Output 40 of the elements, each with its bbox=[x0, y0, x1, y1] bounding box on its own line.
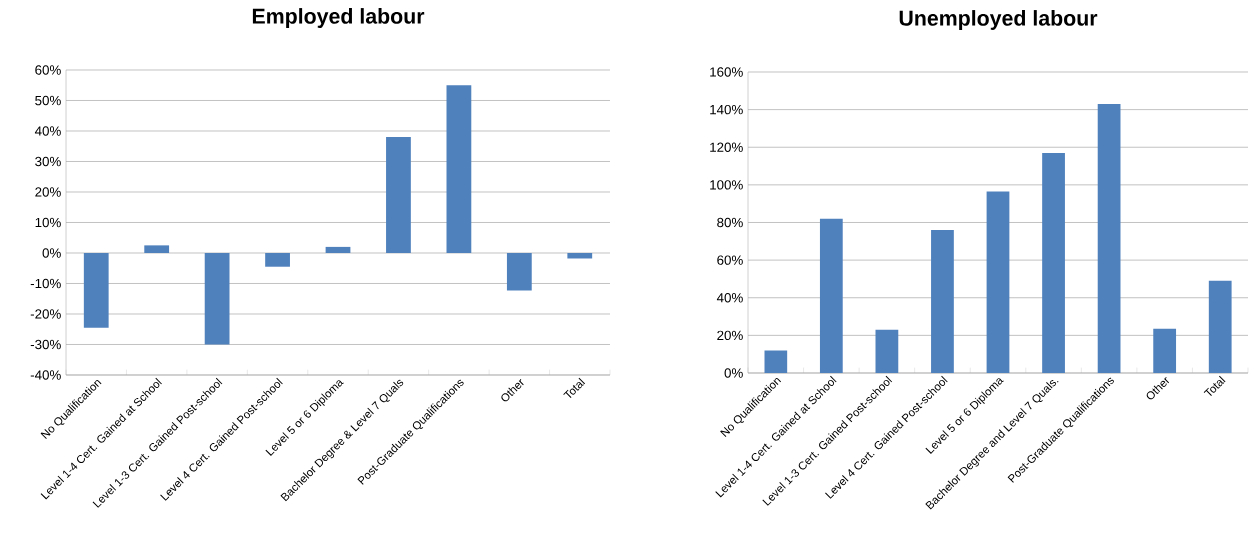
chart-title: Employed labour bbox=[252, 8, 425, 28]
bar bbox=[325, 246, 351, 253]
y-tick-label: 160% bbox=[710, 67, 743, 77]
bar bbox=[386, 137, 411, 253]
bar bbox=[567, 252, 593, 259]
y-tick-label: -10% bbox=[30, 278, 61, 289]
y-tick-label: 60% bbox=[717, 255, 743, 265]
bar bbox=[204, 252, 230, 345]
bar bbox=[506, 252, 532, 291]
bar bbox=[144, 245, 170, 253]
bar bbox=[1208, 280, 1232, 373]
y-tick-label: 100% bbox=[710, 180, 743, 190]
bar bbox=[1097, 103, 1121, 373]
y-tick-label: 40% bbox=[716, 293, 743, 303]
bar bbox=[931, 230, 954, 373]
y-tick-label: -40% bbox=[30, 370, 61, 380]
bar bbox=[446, 85, 472, 253]
bar bbox=[764, 350, 788, 373]
y-tick-label: 50% bbox=[35, 95, 61, 106]
y-tick-label: 0% bbox=[42, 248, 61, 258]
y-tick-label: 20% bbox=[717, 330, 743, 341]
bar bbox=[83, 252, 109, 328]
bar bbox=[819, 218, 843, 373]
bar bbox=[875, 329, 899, 373]
bar bbox=[265, 252, 290, 267]
y-tick-label: -30% bbox=[30, 339, 61, 350]
chart-title: Unemployed labour bbox=[899, 10, 1098, 30]
y-tick-label: 30% bbox=[35, 156, 61, 167]
y-tick-label: 40% bbox=[34, 126, 61, 136]
y-tick-label: 10% bbox=[35, 217, 61, 228]
y-tick-label: -20% bbox=[30, 309, 61, 319]
y-tick-label: 0% bbox=[724, 368, 743, 378]
y-tick-label: 140% bbox=[710, 104, 743, 115]
bar bbox=[1042, 152, 1065, 373]
y-tick-label: 80% bbox=[717, 217, 743, 228]
bar bbox=[986, 191, 1010, 373]
y-tick-label: 60% bbox=[35, 65, 61, 75]
y-tick-label: 20% bbox=[35, 187, 61, 197]
bar bbox=[1153, 328, 1177, 373]
y-tick-label: 120% bbox=[710, 142, 743, 152]
